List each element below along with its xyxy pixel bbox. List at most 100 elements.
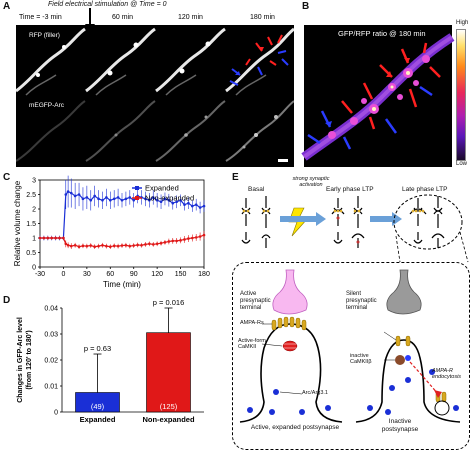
panel-c-label: C	[3, 172, 11, 183]
time-label-2: 60 min	[112, 14, 134, 21]
y-axis-label: Relative volume change	[13, 180, 22, 266]
data-point	[140, 243, 143, 247]
data-point	[77, 245, 81, 248]
p-value-label: p = 0.63	[84, 344, 111, 353]
arc-level-chart: 0 0.01 0.02 0.03 0.04 Changes in GFP-Arc leve…	[17, 298, 204, 424]
x-axis-label: Time (min)	[103, 280, 141, 289]
data-point	[159, 200, 163, 204]
data-point	[136, 243, 139, 247]
data-point	[85, 196, 89, 199]
series-expanded	[38, 175, 206, 241]
y-axis-label: Changes in GFP-Arc level	[17, 317, 24, 403]
data-point	[69, 191, 73, 195]
data-point	[89, 199, 93, 202]
data-point	[105, 196, 108, 199]
data-point	[198, 206, 202, 209]
y-tick-label: 1	[32, 236, 36, 243]
scale-bar	[278, 159, 288, 162]
stim-activation-note: strong synaptic activation	[292, 176, 330, 188]
rfp-image-4	[225, 25, 294, 96]
data-point	[89, 244, 93, 247]
legend-label: Expanded	[145, 184, 179, 193]
data-point	[42, 236, 46, 240]
series-non-expanded	[38, 231, 206, 250]
data-point	[202, 233, 206, 237]
synapse-detail-diagram	[239, 269, 461, 423]
scale-high: High	[456, 20, 469, 26]
arc-image-2	[85, 97, 156, 167]
legend-marker	[135, 196, 139, 200]
arc-image-1	[16, 97, 86, 167]
scale-low: Low	[456, 161, 468, 167]
y-tick-label: 0	[32, 265, 36, 272]
micro-block-a	[16, 25, 294, 167]
data-point	[93, 245, 96, 248]
zoom-detail-box	[232, 262, 470, 450]
data-point	[151, 243, 155, 246]
data-point	[163, 197, 167, 201]
data-point	[97, 244, 100, 248]
panel-a-label: A	[3, 1, 11, 12]
arc-image-3	[155, 97, 226, 167]
data-point	[190, 236, 194, 240]
stage-early: Early phase LTP	[326, 186, 374, 193]
y-axis-label-group: Changes in GFP-Arc level (from 120' to 18…	[17, 317, 33, 403]
y-axis-label-sub: (from 120' to 180')	[26, 330, 33, 389]
data-point	[187, 201, 190, 205]
data-point	[116, 196, 120, 199]
rfp-image-2	[85, 25, 156, 96]
data-point	[175, 239, 178, 243]
data-point	[179, 239, 182, 242]
time-label-4: 180 min	[250, 14, 275, 21]
y-tick-label: 1.5	[26, 221, 36, 228]
data-point	[190, 204, 194, 208]
zoom-ellipse	[393, 194, 463, 250]
data-point	[101, 199, 104, 202]
data-point	[171, 201, 175, 205]
ratio-image	[301, 25, 455, 167]
panel-b-label: B	[302, 1, 310, 12]
data-point	[112, 244, 116, 248]
data-point	[155, 242, 159, 246]
data-point	[105, 244, 108, 248]
y-tick-label: 0	[54, 410, 58, 417]
x-tick-label: 30	[83, 271, 91, 278]
data-point	[38, 236, 42, 240]
data-point	[124, 243, 128, 247]
data-point	[50, 236, 54, 240]
data-point	[66, 190, 70, 193]
data-point	[167, 199, 171, 202]
rfp-image-3	[155, 25, 226, 96]
data-point	[101, 243, 104, 247]
stage-basal: Basal	[248, 186, 265, 193]
data-point	[183, 203, 186, 206]
data-point	[54, 236, 57, 240]
data-point	[46, 236, 50, 240]
arc-image-4	[225, 97, 294, 167]
x-tick-label: 90	[130, 271, 138, 278]
arc-protein-label: Arc/Arg3.1	[302, 390, 328, 396]
data-point	[85, 244, 89, 248]
y-tick-label: 0.5	[26, 250, 36, 257]
arc-label: mEGFP-Arc	[29, 102, 65, 109]
data-point	[81, 244, 85, 248]
data-point	[159, 241, 163, 245]
data-point	[124, 197, 128, 201]
ampa-label: AMPA-Rs	[240, 320, 264, 326]
stim-note: Field electrical stimulation @ Time = 0	[48, 1, 167, 8]
arrow-right-icon-2	[370, 212, 402, 226]
arrow-right-icon	[280, 212, 326, 226]
data-point	[81, 197, 85, 201]
y-tick-label: 0.01	[44, 384, 58, 391]
basal-synapses	[241, 196, 271, 248]
data-point	[144, 197, 147, 201]
data-point	[77, 193, 81, 196]
data-point	[163, 241, 167, 244]
y-tick-label: 0.02	[44, 358, 58, 365]
inactive-camkii-label: inactive CaMKIIβ	[350, 353, 372, 365]
data-point	[148, 242, 151, 246]
active-post-label: Active, expanded postsynapse	[250, 424, 340, 431]
data-point	[148, 199, 151, 202]
data-point	[66, 243, 70, 247]
